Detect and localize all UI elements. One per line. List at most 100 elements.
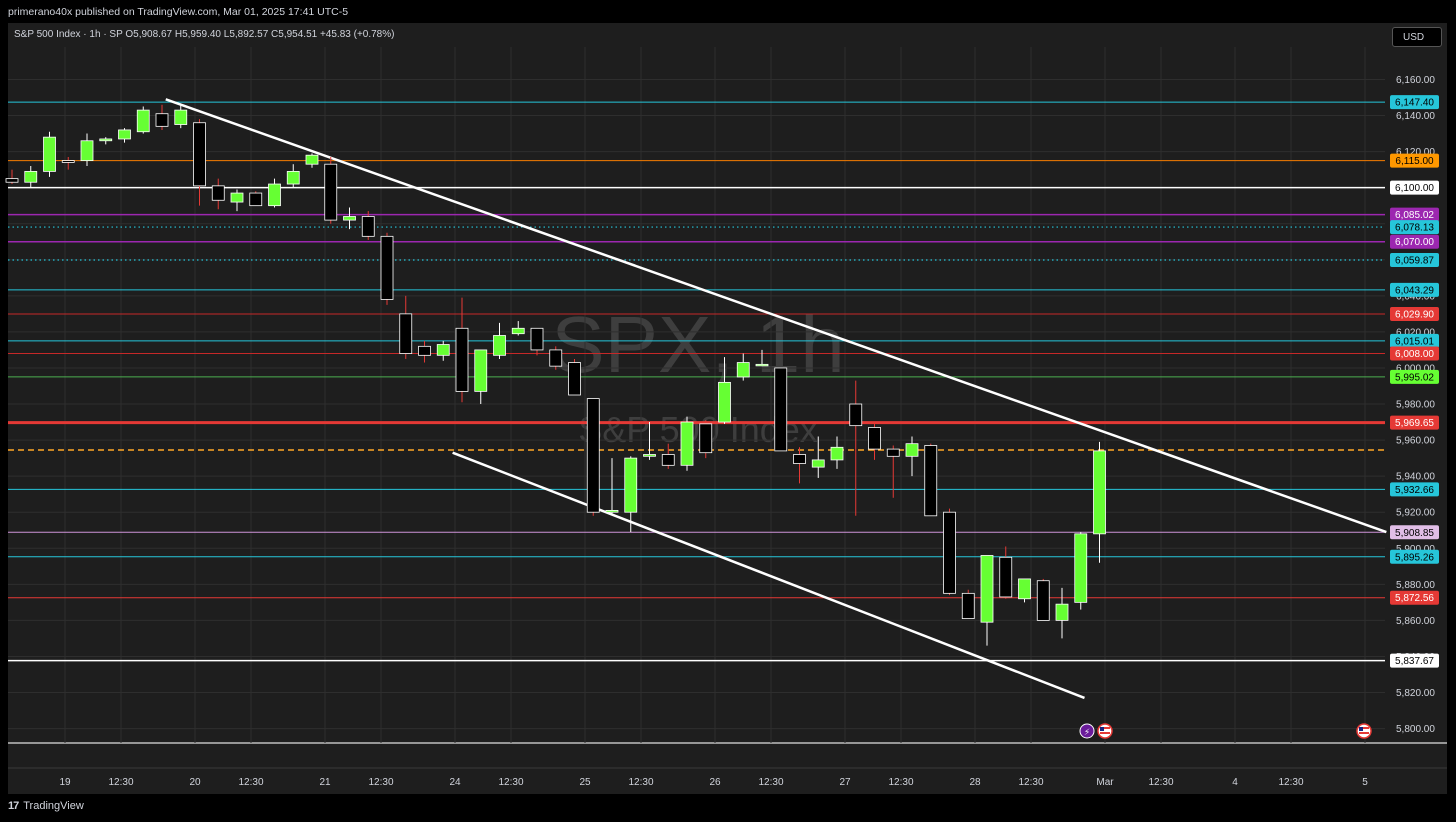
candle-body: [999, 556, 1013, 598]
lower-pane: [8, 744, 1385, 767]
price-badge-label: 6,085.02: [1395, 210, 1434, 221]
candle: [155, 104, 169, 130]
candle-body: [268, 183, 281, 207]
candle: [811, 436, 825, 478]
time-tick-label: 12:30: [108, 777, 133, 788]
price-badge-label: 6,070.00: [1395, 237, 1434, 248]
candle-body: [43, 136, 56, 172]
price-tick-label: 5,800.00: [1396, 724, 1435, 735]
candle: [174, 104, 188, 129]
price-badge: 6,015.01: [1390, 333, 1439, 348]
trendline[interactable]: [452, 451, 1085, 700]
trendline[interactable]: [165, 98, 1387, 534]
candle: [999, 546, 1013, 599]
candle: [605, 458, 619, 515]
time-tick-label: 12:30: [758, 777, 783, 788]
candle: [511, 321, 525, 336]
candle-body: [399, 313, 413, 354]
time-tick-label: 21: [319, 777, 331, 788]
price-badge-label: 6,043.29: [1395, 285, 1434, 296]
price-badge: 6,043.29: [1390, 282, 1439, 297]
candle: [924, 443, 938, 517]
candle: [211, 178, 225, 210]
us-flag-icon-right[interactable]: [1356, 723, 1372, 739]
candle-body: [493, 335, 506, 356]
price-badge: 5,872.56: [1390, 590, 1439, 605]
lightning-icon[interactable]: ⚡: [1079, 723, 1095, 739]
candle: [586, 398, 600, 516]
candle-body: [511, 327, 525, 335]
time-axis-bg: [8, 768, 1447, 794]
candle: [643, 422, 656, 460]
svg-text:⚡: ⚡: [1084, 728, 1090, 738]
time-tick-label: 19: [59, 777, 71, 788]
price-tick-label: 5,980.00: [1396, 400, 1435, 411]
candle-body: [174, 109, 188, 125]
candle-body: [61, 160, 75, 163]
candle-body: [1074, 533, 1088, 603]
candle-body: [193, 122, 206, 187]
candle-body: [80, 140, 94, 161]
candle-body: [1055, 603, 1069, 621]
candle: [455, 297, 469, 403]
price-tick-label: 6,160.00: [1396, 75, 1435, 86]
candle: [774, 367, 788, 452]
candle: [980, 555, 994, 646]
time-tick-label: 12:30: [498, 777, 523, 788]
time-tick-label: 12:30: [1018, 777, 1043, 788]
price-badge-bg: [1390, 282, 1439, 297]
candle: [61, 156, 75, 170]
candle-body: [736, 362, 750, 378]
price-badge-bg: [1390, 653, 1439, 668]
candle: [361, 211, 375, 240]
candle: [736, 353, 750, 381]
candle: [830, 436, 844, 469]
price-badge-label: 6,008.00: [1395, 349, 1434, 360]
price-badge-bg: [1390, 482, 1439, 497]
event-icons[interactable]: ⚡: [1079, 723, 1372, 739]
price-tick-label: 5,940.00: [1396, 472, 1435, 483]
candle: [474, 349, 488, 405]
price-badge: 6,085.02: [1390, 207, 1439, 222]
candle-body: [568, 362, 581, 396]
symbol-legend[interactable]: S&P 500 Index · 1h · SP O5,908.67 H5,959…: [14, 29, 395, 40]
candle-body: [886, 448, 900, 457]
candle: [886, 445, 900, 498]
candle: [324, 156, 338, 224]
price-badge: 5,895.26: [1390, 549, 1439, 564]
candle-body: [811, 459, 825, 468]
price-badge-label: 5,995.02: [1395, 372, 1434, 383]
candle-body: [530, 327, 544, 351]
candle-body: [755, 363, 769, 367]
time-tick-label: 27: [839, 777, 851, 788]
candle-body: [924, 445, 938, 517]
candle-body: [286, 171, 300, 185]
currency-button[interactable]: USD: [1392, 27, 1442, 47]
time-axis[interactable]: 19 12:30 20 12:30 21 12:30 24 12:30 25 12:30 26 12:…: [59, 777, 1368, 788]
time-tick-label: 28: [969, 777, 981, 788]
candle-body: [1036, 580, 1050, 621]
time-tick-label: 12:30: [1148, 777, 1173, 788]
candle: [718, 357, 731, 424]
price-badge-label: 6,115.00: [1395, 156, 1434, 167]
tradingview-logo[interactable]: 17 TradingView: [8, 800, 84, 812]
candle-body: [661, 454, 675, 466]
price-badge-bg: [1390, 220, 1439, 235]
price-badge: 5,932.66: [1390, 482, 1439, 497]
candle-body: [1093, 450, 1106, 535]
publish-attribution: primerano40x published on TradingView.co…: [8, 6, 349, 18]
candle-body: [680, 421, 694, 466]
price-badge-label: 5,969.65: [1395, 418, 1434, 429]
candle-body: [474, 349, 488, 392]
price-axis[interactable]: 6,160.006,140.006,120.006,100.006,080.00…: [1396, 75, 1435, 735]
price-tick-label: 5,960.00: [1396, 436, 1435, 447]
candle: [418, 340, 431, 363]
candle: [699, 420, 713, 459]
price-badges: 6,147.40 6,115.00 6,100.00 6,085.02 6,078.13…: [1390, 95, 1439, 668]
candle-body: [586, 398, 600, 513]
candle: [549, 346, 563, 370]
trendlines[interactable]: [165, 98, 1387, 700]
candle-body: [793, 454, 806, 464]
us-flag-icon[interactable]: [1097, 723, 1113, 739]
